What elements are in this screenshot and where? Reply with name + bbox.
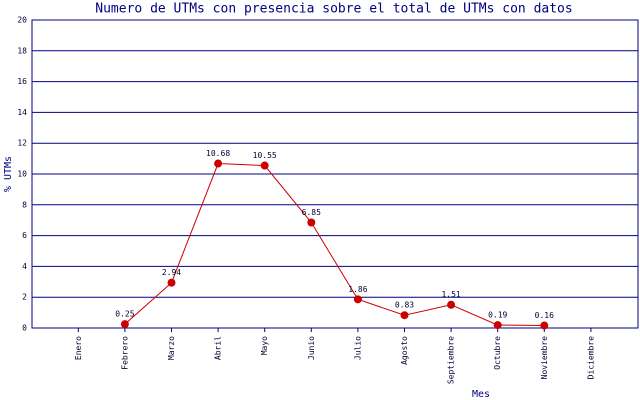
- data-line: [124, 163, 545, 327]
- data-label: 2.94: [162, 268, 181, 277]
- x-tick-label: Julio: [353, 336, 362, 360]
- x-tick-label: Enero: [74, 336, 83, 360]
- y-tick-label: 6: [22, 231, 27, 240]
- chart-title: Numero de UTMs con presencia sobre el to…: [95, 2, 572, 17]
- data-label: 0.83: [395, 301, 414, 310]
- data-label: 0.25: [115, 310, 134, 319]
- data-label: 0.19: [488, 311, 507, 320]
- x-axis-label: Mes: [472, 389, 490, 400]
- x-tick-label: Junio: [307, 336, 316, 360]
- data-point: [493, 321, 502, 330]
- data-point: [400, 311, 409, 320]
- y-tick-label: 14: [17, 108, 27, 117]
- x-tick-label: Febrero: [120, 336, 129, 370]
- data-point: [353, 295, 362, 304]
- x-tick-label: Diciembre: [586, 336, 595, 380]
- x-tick-label: Septiembre: [447, 336, 456, 384]
- data-label: 0.16: [535, 311, 554, 320]
- y-tick-label: 2: [22, 293, 27, 302]
- y-tick-label: 12: [17, 139, 27, 148]
- x-tick-label: Mayo: [260, 336, 269, 355]
- data-label: 1.51: [441, 290, 460, 299]
- y-axis-label: % UTMs: [3, 156, 14, 192]
- y-tick-label: 16: [17, 77, 27, 86]
- y-tick-label: 10: [17, 170, 27, 179]
- data-label: 1.86: [348, 285, 367, 294]
- data-point: [540, 321, 549, 330]
- y-tick-label: 0: [22, 324, 27, 333]
- data-point: [167, 278, 176, 287]
- plot-frame: [31, 19, 639, 329]
- y-tick-label: 20: [17, 16, 27, 25]
- data-label: 10.55: [253, 151, 277, 160]
- y-tick-label: 4: [22, 262, 27, 271]
- data-point: [120, 320, 129, 329]
- x-tick-label: Agosto: [400, 336, 409, 365]
- x-tick-label: Octubre: [493, 336, 502, 370]
- y-tick-label: 18: [17, 46, 27, 55]
- y-tick-label: 8: [22, 200, 27, 209]
- data-point: [214, 159, 223, 168]
- data-point: [307, 218, 316, 227]
- data-point: [260, 161, 269, 170]
- data-label: 6.85: [302, 208, 321, 217]
- data-label: 10.68: [206, 149, 230, 158]
- x-tick-label: Abril: [214, 336, 223, 360]
- data-point: [447, 300, 456, 309]
- x-tick-label: Noviembre: [540, 336, 549, 380]
- x-tick-label: Marzo: [167, 336, 176, 360]
